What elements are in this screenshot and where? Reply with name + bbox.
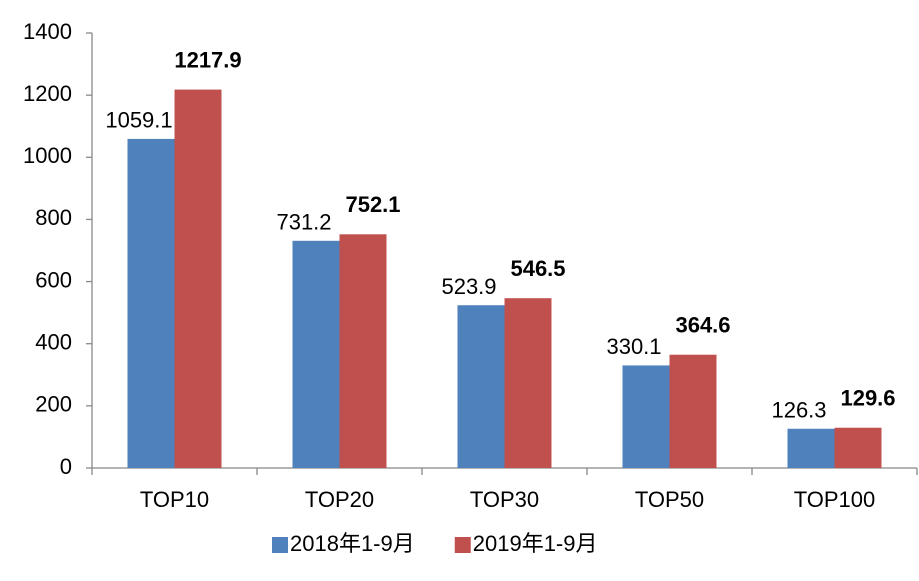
- bar: [457, 305, 505, 468]
- bar: [292, 240, 340, 468]
- value-label: 546.5: [510, 256, 565, 281]
- bar: [127, 138, 175, 469]
- y-tick-label: 400: [35, 330, 72, 355]
- x-tick-label: TOP30: [470, 487, 539, 512]
- legend-swatch: [272, 537, 288, 553]
- bar: [339, 234, 387, 468]
- value-label: 523.9: [441, 274, 496, 299]
- legend-label: 2018年1-9月: [290, 531, 415, 556]
- x-tick-label: TOP100: [794, 487, 876, 512]
- x-tick-label: TOP50: [635, 487, 704, 512]
- legend-label: 2019年1-9月: [473, 531, 598, 556]
- y-tick-label: 600: [35, 267, 72, 292]
- y-tick-label: 1000: [23, 143, 72, 168]
- bar: [834, 427, 882, 468]
- legend-swatch: [454, 537, 471, 553]
- x-tick-label: TOP10: [140, 487, 209, 512]
- y-tick-label: 1200: [23, 81, 72, 106]
- y-tick-label: 1400: [23, 19, 72, 44]
- value-label: 1217.9: [174, 47, 241, 72]
- bar: [504, 298, 552, 468]
- y-tick-label: 200: [35, 392, 72, 417]
- y-tick-label: 800: [35, 205, 72, 230]
- bar: [669, 354, 717, 468]
- value-label: 330.1: [606, 334, 661, 359]
- value-label: 126.3: [771, 398, 826, 423]
- value-label: 752.1: [345, 192, 400, 217]
- value-label: 364.6: [675, 313, 730, 338]
- value-label: 1059.1: [105, 108, 172, 133]
- value-label: 129.6: [840, 386, 895, 411]
- x-tick-label: TOP20: [305, 487, 374, 512]
- bar: [787, 428, 835, 468]
- y-tick-label: 0: [60, 454, 72, 479]
- bar: [174, 89, 222, 469]
- value-label: 731.2: [276, 210, 331, 235]
- bar: [622, 365, 670, 468]
